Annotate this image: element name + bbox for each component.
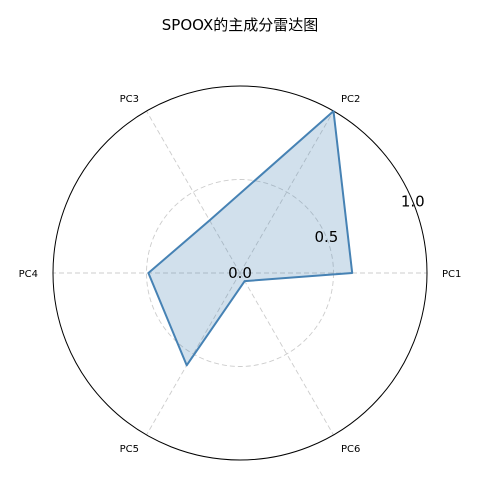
axis-label-pc2: PC2 bbox=[341, 94, 360, 105]
r-tick-label-0: 0.0 bbox=[228, 264, 252, 282]
axis-label-pc3: PC3 bbox=[120, 94, 139, 105]
axis-label-pc4: PC4 bbox=[19, 269, 38, 280]
r-tick-label-1: 0.5 bbox=[314, 228, 338, 246]
axis-label-pc1: PC1 bbox=[442, 269, 461, 280]
axis-label-pc6: PC6 bbox=[341, 444, 360, 455]
label-layer: PC1 PC2 PC3 PC4 PC5 PC6 0.0 0.5 1.0 bbox=[19, 94, 462, 455]
axis-label-pc5: PC5 bbox=[120, 444, 139, 455]
r-tick-label-2: 1.0 bbox=[401, 192, 425, 210]
